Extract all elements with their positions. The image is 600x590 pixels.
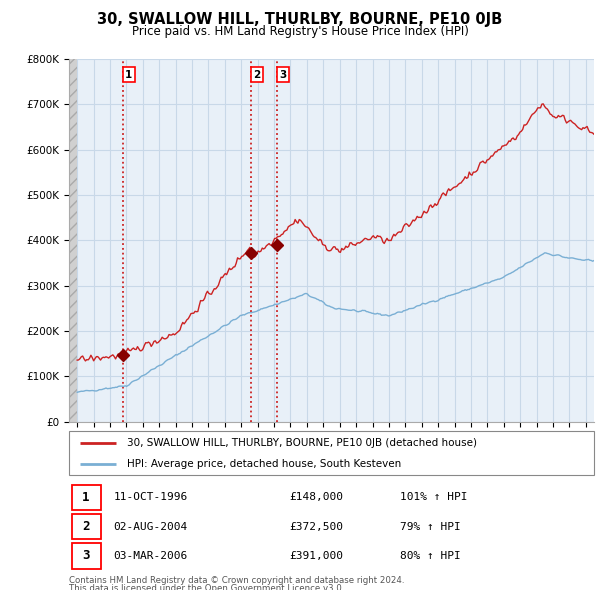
Text: 2: 2 xyxy=(82,520,90,533)
Text: 30, SWALLOW HILL, THURLBY, BOURNE, PE10 0JB: 30, SWALLOW HILL, THURLBY, BOURNE, PE10 … xyxy=(97,12,503,27)
Text: 101% ↑ HPI: 101% ↑ HPI xyxy=(400,492,467,502)
Text: 02-AUG-2004: 02-AUG-2004 xyxy=(113,522,188,532)
Text: 03-MAR-2006: 03-MAR-2006 xyxy=(113,551,188,561)
Text: 11-OCT-1996: 11-OCT-1996 xyxy=(113,492,188,502)
Text: 3: 3 xyxy=(82,549,90,562)
Text: This data is licensed under the Open Government Licence v3.0.: This data is licensed under the Open Gov… xyxy=(69,584,344,590)
Bar xyxy=(71,543,101,569)
Bar xyxy=(69,22,77,422)
Text: 2: 2 xyxy=(253,70,260,80)
Text: HPI: Average price, detached house, South Kesteven: HPI: Average price, detached house, Sout… xyxy=(127,459,401,469)
Text: £148,000: £148,000 xyxy=(290,492,343,502)
Text: Contains HM Land Registry data © Crown copyright and database right 2024.: Contains HM Land Registry data © Crown c… xyxy=(69,576,404,585)
Text: 1: 1 xyxy=(82,491,90,504)
Text: 3: 3 xyxy=(280,70,287,80)
Text: 80% ↑ HPI: 80% ↑ HPI xyxy=(400,551,461,561)
Text: 79% ↑ HPI: 79% ↑ HPI xyxy=(400,522,461,532)
Bar xyxy=(71,514,101,539)
Text: £372,500: £372,500 xyxy=(290,522,343,532)
Text: 30, SWALLOW HILL, THURLBY, BOURNE, PE10 0JB (detached house): 30, SWALLOW HILL, THURLBY, BOURNE, PE10 … xyxy=(127,438,477,448)
Text: Price paid vs. HM Land Registry's House Price Index (HPI): Price paid vs. HM Land Registry's House … xyxy=(131,25,469,38)
Text: 1: 1 xyxy=(125,70,133,80)
Bar xyxy=(71,484,101,510)
Text: £391,000: £391,000 xyxy=(290,551,343,561)
